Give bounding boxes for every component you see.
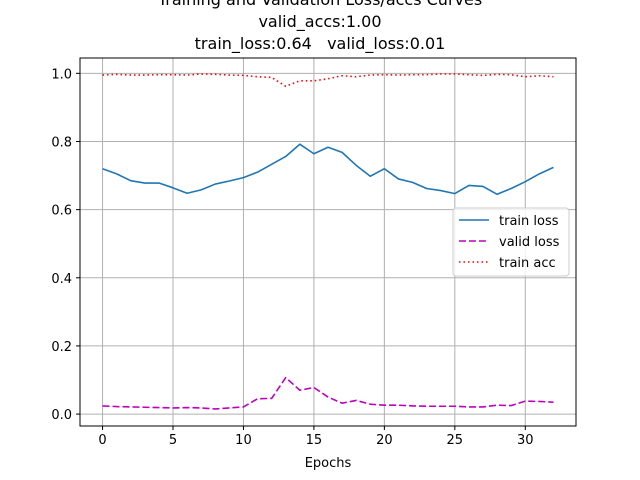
x-axis-label: Epochs — [305, 456, 352, 471]
x-tick-label: 25 — [447, 433, 464, 448]
chart-title: Training and Validation Loss/accs Curves — [0, 0, 640, 9]
series-line-train-acc — [102, 73, 554, 88]
x-tick-label: 10 — [235, 433, 252, 448]
series-line-train-loss — [102, 143, 554, 196]
x-tick-label: 15 — [306, 433, 323, 448]
x-tick-label: 20 — [376, 433, 393, 448]
y-tick-label: 0.8 — [51, 135, 72, 150]
y-tick-label: 1.0 — [51, 67, 72, 82]
y-tick-label: 0.2 — [51, 340, 72, 355]
axis-ticks: 0 5 10 15 20 25 30 0.0 0.2 0.4 0.6 0.8 1.0 — [51, 67, 533, 448]
y-tick-label: 0.0 — [51, 408, 72, 423]
series-layer — [102, 73, 554, 410]
y-tick-label: 0.6 — [51, 204, 72, 219]
chart-subtitle-valid-accs: valid_accs:1.00 — [258, 12, 382, 31]
legend-label-train-acc: train acc — [499, 256, 556, 271]
legend: train loss valid loss train acc — [452, 207, 570, 277]
x-tick-label: 5 — [169, 433, 177, 448]
x-tick-label: 0 — [98, 433, 106, 448]
legend-label-train-loss: train loss — [499, 214, 559, 229]
series-line-valid-loss — [102, 376, 554, 410]
legend-box — [452, 207, 570, 277]
y-tick-label: 0.4 — [51, 272, 72, 287]
legend-label-valid-loss: valid loss — [499, 235, 560, 250]
plot-frame — [79, 57, 577, 427]
x-tick-label: 30 — [517, 433, 534, 448]
chart-subtitle-losses: train_loss:0.64 valid_loss:0.01 — [194, 34, 446, 53]
